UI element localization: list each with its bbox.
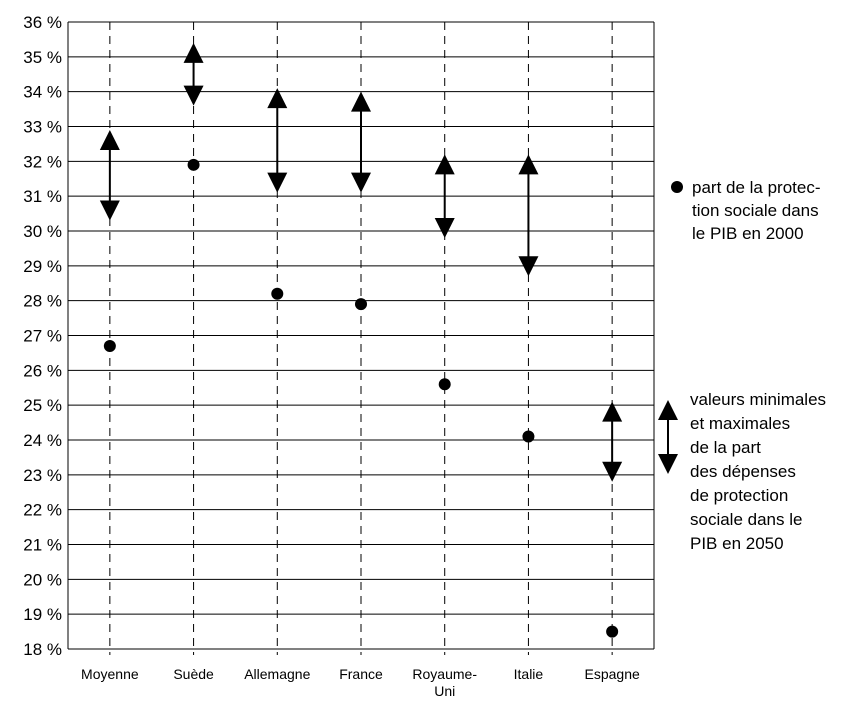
legend-arrow-text: valeurs minimales <box>690 390 826 409</box>
arrow-head-down <box>99 200 120 221</box>
legend-dot-text: tion sociale dans <box>692 201 819 220</box>
arrow-head-down <box>267 172 288 193</box>
category-label: Italie <box>514 666 544 682</box>
arrow-head-up <box>351 91 371 112</box>
y-tick-label: 30 % <box>23 222 62 241</box>
y-tick-label: 20 % <box>23 570 62 589</box>
data-point <box>103 339 116 352</box>
y-tick-label: 18 % <box>23 640 62 659</box>
y-tick-label: 25 % <box>23 396 62 415</box>
arrow-head-up <box>99 129 120 150</box>
data-point <box>438 378 451 391</box>
arrow-head-down <box>518 256 539 277</box>
range-arrow <box>267 88 288 193</box>
arrow-head-up <box>518 154 539 175</box>
legend-dot-text: part de la protec- <box>692 178 821 197</box>
y-tick-label: 32 % <box>23 152 62 171</box>
arrow-head-down <box>658 454 678 474</box>
range-arrow <box>434 154 455 238</box>
data-point <box>271 287 284 300</box>
category-label: Espagne <box>585 666 640 682</box>
y-tick-label: 26 % <box>23 361 62 380</box>
arrow-head-up <box>267 88 288 109</box>
y-tick-label: 21 % <box>23 536 62 555</box>
legend-arrow-marker <box>658 400 678 474</box>
data-point <box>522 430 535 443</box>
legend: part de la protec-tion sociale dans le PI… <box>658 178 826 553</box>
legend-arrow-text: de protection <box>690 486 788 505</box>
y-tick-label: 22 % <box>23 501 62 520</box>
range-arrow <box>183 42 204 106</box>
y-tick-label: 33 % <box>23 118 62 137</box>
category-label: Suède <box>173 666 214 682</box>
data-point <box>355 298 367 311</box>
data-point <box>187 158 200 171</box>
arrow-head-up <box>658 400 678 420</box>
data-point <box>606 625 619 638</box>
y-tick-label: 28 % <box>23 292 62 311</box>
range-series <box>99 42 623 482</box>
range-arrow <box>518 154 539 277</box>
y-tick-label: 24 % <box>23 431 62 450</box>
category-label: Uni <box>434 683 455 699</box>
y-tick-label: 36 % <box>23 13 62 32</box>
category-label: Royaume- <box>412 666 477 682</box>
legend-arrow-text: des dépenses <box>690 462 796 481</box>
legend-arrow-text: et maximales <box>690 414 790 433</box>
range-arrow <box>602 401 623 482</box>
x-axis-categories: Moyenne Suède Allemagne France Royaume-Uni It… <box>81 666 640 699</box>
category-label: Moyenne <box>81 666 139 682</box>
arrow-head-down <box>602 461 623 482</box>
dot-series <box>103 158 619 638</box>
arrow-head-up <box>434 154 455 175</box>
y-tick-label: 34 % <box>23 83 62 102</box>
y-tick-label: 29 % <box>23 257 62 276</box>
legend-arrow-text: PIB en 2050 <box>690 534 784 553</box>
category-label: France <box>339 666 383 682</box>
y-tick-label: 31 % <box>23 187 62 206</box>
category-label: Allemagne <box>244 666 310 682</box>
y-tick-label: 35 % <box>23 48 62 67</box>
y-tick-label: 23 % <box>23 466 62 485</box>
y-tick-label: 19 % <box>23 605 62 624</box>
y-axis-ticks: 18 % 19 % 20 % 21 % 22 % 23 % 24 % 25 % 26 % 27 %… <box>23 13 62 659</box>
range-arrow <box>99 129 120 221</box>
arrow-head-down <box>183 85 204 106</box>
arrow-head-down <box>434 217 455 238</box>
arrow-head-up <box>183 42 204 63</box>
legend-arrow-text: sociale dans le <box>690 510 802 529</box>
arrow-head-down <box>351 172 371 193</box>
legend-item-dot: part de la protec-tion sociale dans le PI… <box>671 178 821 243</box>
legend-dot-marker <box>671 181 683 193</box>
range-arrow <box>351 91 371 193</box>
arrow-head-up <box>602 401 623 422</box>
legend-item-arrow: valeurs minimales et maximales de la part d… <box>658 390 826 553</box>
y-tick-label: 27 % <box>23 327 62 346</box>
legend-arrow-text: de la part <box>690 438 761 457</box>
legend-dot-text: le PIB en 2000 <box>692 224 804 243</box>
